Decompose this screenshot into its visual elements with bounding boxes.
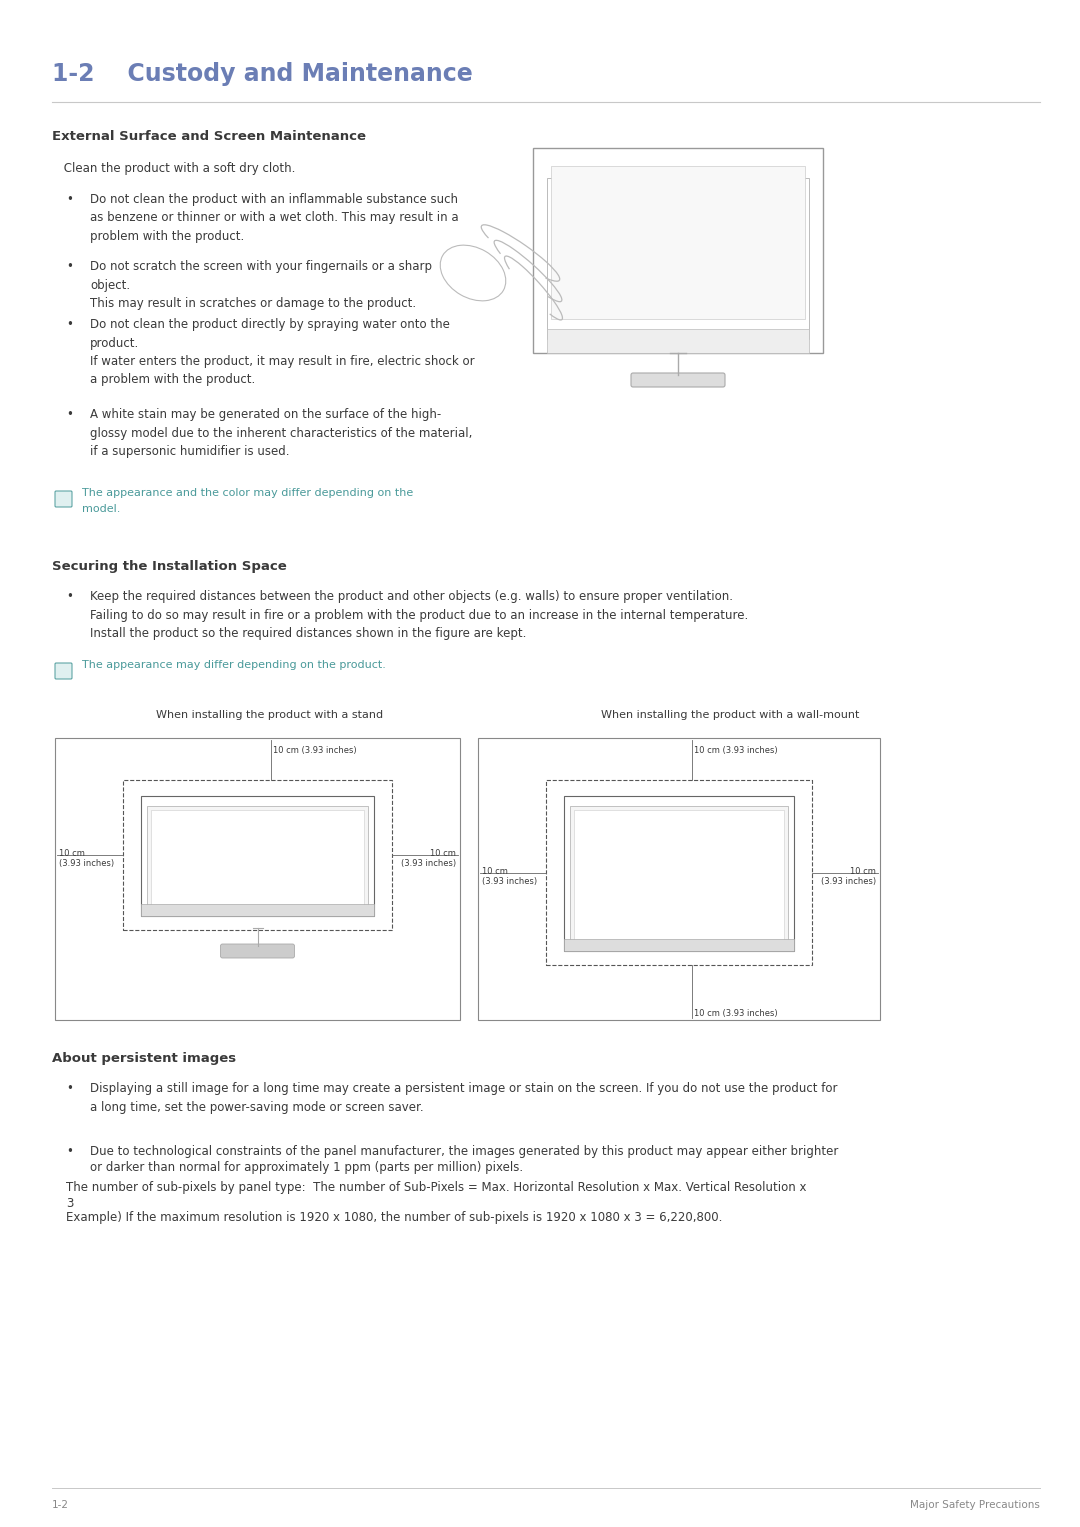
- Text: •: •: [66, 318, 72, 331]
- Bar: [147, 806, 368, 910]
- Text: Keep the required distances between the product and other objects (e.g. walls) t: Keep the required distances between the …: [90, 589, 748, 640]
- Text: 10 cm
(3.93 inches): 10 cm (3.93 inches): [482, 866, 537, 886]
- Text: Due to technological constraints of the panel manufacturer, the images generated: Due to technological constraints of the …: [90, 1145, 838, 1157]
- FancyBboxPatch shape: [220, 944, 295, 957]
- Text: The number of sub-pixels by panel type:  The number of Sub-Pixels = Max. Horizon: The number of sub-pixels by panel type: …: [66, 1180, 807, 1194]
- Text: 10 cm (3.93 inches): 10 cm (3.93 inches): [273, 747, 356, 754]
- Text: External Surface and Screen Maintenance: External Surface and Screen Maintenance: [52, 130, 366, 144]
- Text: •: •: [66, 192, 72, 206]
- FancyBboxPatch shape: [631, 373, 725, 386]
- Bar: [564, 796, 794, 951]
- Text: The appearance may differ depending on the product.: The appearance may differ depending on t…: [82, 660, 386, 670]
- Bar: [546, 328, 809, 353]
- Text: Do not clean the product with an inflammable substance such
as benzene or thinne: Do not clean the product with an inflamm…: [90, 192, 459, 243]
- FancyBboxPatch shape: [55, 492, 72, 507]
- Text: 10 cm
(3.93 inches): 10 cm (3.93 inches): [821, 866, 876, 886]
- Bar: [551, 166, 805, 319]
- Text: The appearance and the color may differ depending on the: The appearance and the color may differ …: [82, 489, 414, 498]
- Text: 1-2: 1-2: [52, 1500, 69, 1510]
- Text: Do not clean the product directly by spraying water onto the
product.
If water e: Do not clean the product directly by spr…: [90, 318, 474, 386]
- Text: •: •: [66, 260, 72, 273]
- Text: 1-2    Custody and Maintenance: 1-2 Custody and Maintenance: [52, 63, 473, 86]
- Text: or darker than normal for approximately 1 ppm (parts per million) pixels.: or darker than normal for approximately …: [90, 1161, 523, 1174]
- Text: •: •: [66, 408, 72, 421]
- Text: Major Safety Precautions: Major Safety Precautions: [910, 1500, 1040, 1510]
- Text: 10 cm
(3.93 inches): 10 cm (3.93 inches): [59, 849, 114, 869]
- Text: A white stain may be generated on the surface of the high-
glossy model due to t: A white stain may be generated on the su…: [90, 408, 472, 458]
- Text: •: •: [66, 1145, 72, 1157]
- Bar: [546, 780, 812, 965]
- Bar: [534, 148, 823, 353]
- Text: Clean the product with a soft dry cloth.: Clean the product with a soft dry cloth.: [60, 162, 295, 176]
- Text: •: •: [66, 589, 72, 603]
- Text: 10 cm (3.93 inches): 10 cm (3.93 inches): [694, 747, 778, 754]
- Text: About persistent images: About persistent images: [52, 1052, 237, 1064]
- Bar: [141, 796, 374, 916]
- Text: Example) If the maximum resolution is 1920 x 1080, the number of sub-pixels is 1: Example) If the maximum resolution is 19…: [66, 1211, 723, 1225]
- Text: 10 cm
(3.93 inches): 10 cm (3.93 inches): [401, 849, 456, 869]
- FancyBboxPatch shape: [55, 663, 72, 680]
- Bar: [141, 904, 374, 916]
- Text: Do not scratch the screen with your fingernails or a sharp
object.
This may resu: Do not scratch the screen with your fing…: [90, 260, 432, 310]
- Text: 3: 3: [66, 1197, 73, 1209]
- Bar: [546, 179, 809, 339]
- Text: Securing the Installation Space: Securing the Installation Space: [52, 560, 287, 573]
- Bar: [478, 738, 880, 1020]
- Text: When installing the product with a wall-mount: When installing the product with a wall-…: [600, 710, 860, 721]
- Ellipse shape: [441, 246, 505, 301]
- Bar: [123, 780, 392, 930]
- Text: •: •: [66, 1083, 72, 1095]
- Bar: [573, 809, 784, 941]
- Text: When installing the product with a stand: When installing the product with a stand: [157, 710, 383, 721]
- Text: 10 cm (3.93 inches): 10 cm (3.93 inches): [694, 1009, 778, 1019]
- Bar: [55, 738, 460, 1020]
- Text: model.: model.: [82, 504, 120, 515]
- Bar: [564, 939, 794, 951]
- Text: Displaying a still image for a long time may create a persistent image or stain : Displaying a still image for a long time…: [90, 1083, 837, 1113]
- Bar: [570, 806, 788, 945]
- Bar: [151, 809, 364, 906]
